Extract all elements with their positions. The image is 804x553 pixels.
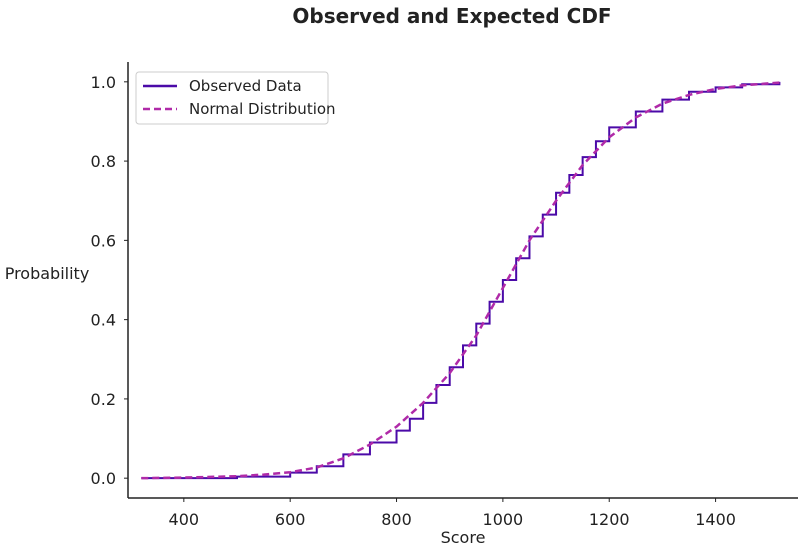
x-tick-label: 1400	[695, 510, 736, 529]
x-tick-label: 1200	[589, 510, 630, 529]
x-tick-label: 400	[169, 510, 200, 529]
plot-area	[141, 81, 781, 480]
chart-title: Observed and Expected CDF	[292, 4, 611, 28]
legend-label-normal: Normal Distribution	[189, 100, 336, 118]
x-tick-label: 600	[275, 510, 306, 529]
y-tick-label: 0.6	[91, 231, 116, 250]
legend: Observed Data Normal Distribution	[135, 71, 336, 125]
y-axis-label: Probability	[5, 264, 90, 283]
y-tick-label: 0.4	[91, 311, 116, 330]
series-line-observed-data	[141, 81, 781, 480]
y-tick-label: 1.0	[91, 73, 116, 92]
y-tick-label: 0.8	[91, 152, 116, 171]
x-tick-label: 800	[381, 510, 412, 529]
y-tick-label: 0.0	[91, 469, 116, 488]
x-tick-label: 1000	[483, 510, 524, 529]
legend-label-observed: Observed Data	[189, 77, 302, 95]
legend-box	[135, 71, 329, 125]
series-line-normal-distribution	[141, 81, 780, 480]
x-axis-label: Score	[441, 528, 486, 547]
y-tick-label: 0.2	[91, 390, 116, 409]
axis-ticks: 400 600 800 1000 1200 1400 0.0 0.2 0.4 0.6 0.8 1.0	[91, 73, 736, 529]
